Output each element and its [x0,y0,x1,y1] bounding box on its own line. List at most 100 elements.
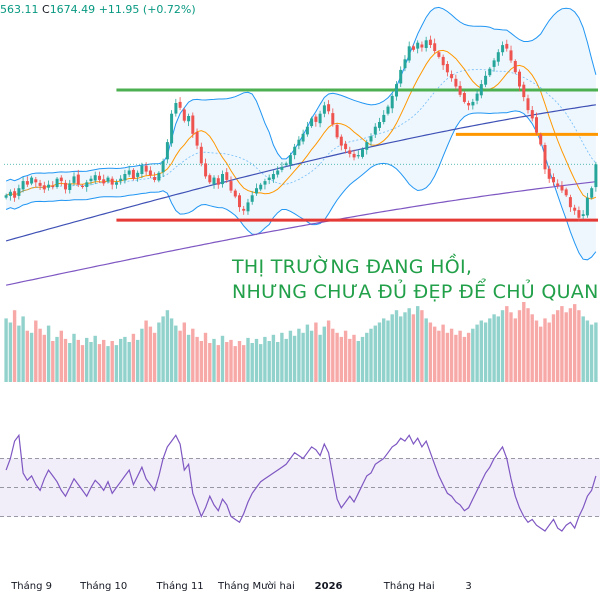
rsi-line [5,433,597,532]
candle [225,168,229,183]
volume-bar [394,310,399,382]
candle [331,108,335,127]
candle-body [102,179,106,184]
candle-body [38,182,42,186]
candle [428,35,432,49]
volume-bar [297,328,301,382]
candle [8,189,12,201]
candle [140,162,144,179]
candle [441,54,445,70]
candle [64,179,67,194]
candle-body [518,71,521,87]
candle-body [382,114,386,122]
candle-body [585,197,589,216]
candle-body [267,177,271,180]
volume-bar [68,343,72,382]
volume-bar [322,326,326,382]
candle [505,39,509,52]
volume-bar [25,330,29,382]
volume-bar [335,332,339,382]
candle-body [21,181,25,190]
candle [221,170,224,188]
candle [246,198,250,215]
candle [191,112,195,138]
volume-bar [318,334,322,382]
candle-body [403,59,407,69]
candle [390,93,394,114]
volume-bar [292,335,297,382]
volume-bar [348,338,352,382]
candle [361,147,364,159]
candle [395,81,398,101]
volume-bar [216,345,220,382]
volume-bar [305,324,310,382]
candle-body [539,134,543,145]
candle-body [216,178,220,185]
candle-body [195,132,199,146]
candle [47,180,51,191]
candle-body [208,175,212,183]
volume-bar [437,330,441,382]
candle-body [496,52,500,62]
volume-bar [581,316,585,382]
volume-bar [445,332,450,382]
volume-bar [284,338,288,382]
candle [492,58,496,72]
x-tick-label: 2026 [315,581,343,592]
candle-body [98,175,101,180]
close-value: 1674.49 [49,3,96,16]
candle-body [428,39,432,45]
volume-bar [85,337,89,382]
candle [263,178,267,190]
candle [348,146,352,158]
volume-bar [186,334,191,382]
volume-bar [356,341,360,382]
volume-bar [144,320,148,382]
candle [51,181,55,190]
volume-bar [441,324,445,382]
candle-body [242,208,246,211]
candle [276,166,280,178]
volume-bar [102,339,106,382]
x-tick-label: Tháng Mười hai [217,580,295,592]
candle [271,170,275,183]
candle-body [259,184,263,190]
x-tick-label: Tháng 11 [156,580,204,592]
volume-bar [280,332,284,382]
volume-bar [237,341,242,382]
volume-bar [212,338,216,382]
candle [280,162,284,173]
candle-body [462,93,466,102]
candle [165,139,169,164]
volume-bar [399,316,403,382]
headline-line-2: NHƯNG CHƯA ĐỦ ĐẸP ĐỂ CHỦ QUAN [232,281,599,303]
candle-body [373,126,377,135]
volume-bar [17,325,21,382]
candle-body [123,174,127,181]
volume-bar [589,324,594,382]
volume-bar [169,318,174,382]
candle-body [437,52,441,57]
candle [106,175,110,184]
volume-bar [250,343,254,382]
volume-bar [577,310,581,382]
volume-bar [203,332,208,382]
candle-body [238,195,241,208]
candle-body [204,163,208,177]
volume-bar [411,314,416,382]
volume-bar [407,308,411,382]
candle [170,110,174,147]
candle [148,166,152,179]
volume-bar [420,310,424,382]
volume-bar [246,337,250,382]
volume-bar [42,334,46,382]
candle [30,175,34,186]
ma-long-line [5,181,596,286]
candle-body [30,177,34,184]
volume-bar [259,344,263,382]
candle [585,192,589,218]
candle-body [454,78,458,87]
volume-bar [271,334,276,382]
x-tick-label: 3 [465,581,471,592]
